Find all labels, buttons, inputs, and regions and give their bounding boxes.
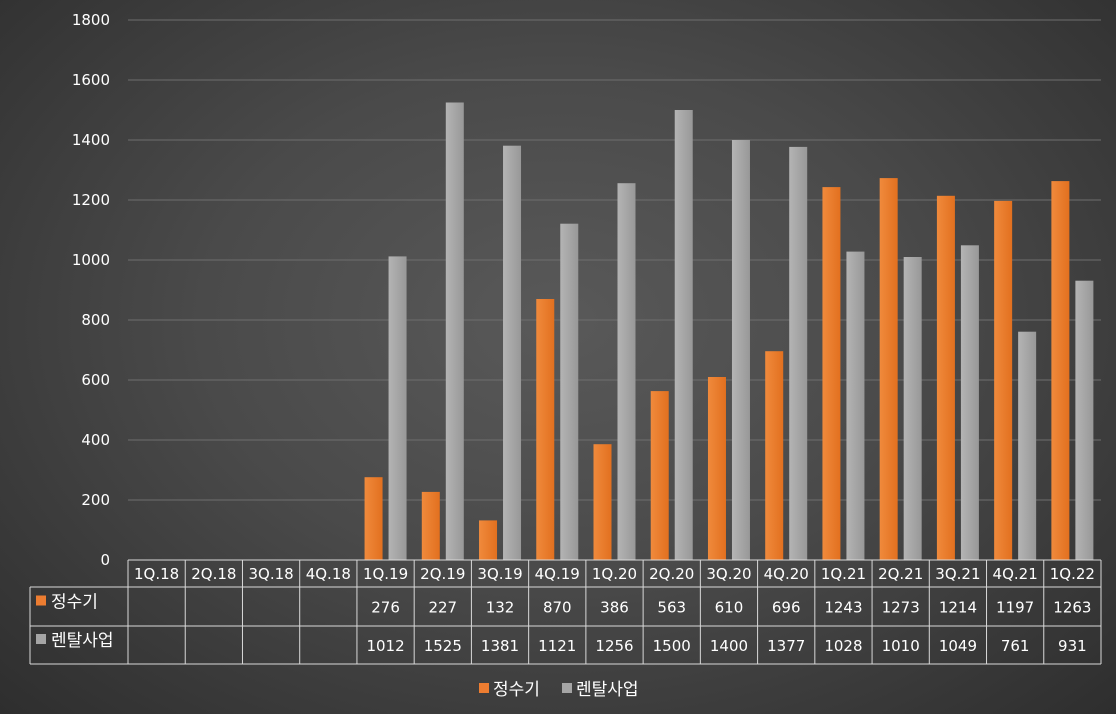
y-tick-label: 1200 [72,191,110,209]
table-cell-value: 132 [486,599,515,617]
legend-label: 정수기 [493,680,540,700]
table-cell-value: 1214 [939,599,977,617]
bar-series-2 [846,251,865,560]
x-category-label: 2Q.18 [191,565,236,583]
legend-key [562,683,572,693]
x-category-label: 2Q.21 [878,565,923,583]
x-category-label: 1Q.18 [134,565,179,583]
x-category-label: 2Q.19 [420,565,465,583]
table-cell-value: 1400 [710,637,748,655]
y-tick-label: 1600 [72,71,110,89]
table-cell-value: 1010 [882,637,920,655]
bar-series-1 [707,377,726,560]
bar-series-1 [536,299,555,560]
bar-series-2 [903,257,922,560]
x-category-label: 4Q.20 [764,565,809,583]
x-category-label: 3Q.20 [706,565,751,583]
x-category-label: 1Q.20 [592,565,637,583]
x-category-label: 2Q.20 [649,565,694,583]
bar-series-1 [650,391,669,560]
bar-series-1 [765,351,784,560]
x-category-label: 3Q.21 [935,565,980,583]
legend-label: 렌탈사업 [576,680,639,700]
bar-series-1 [994,200,1013,560]
table-cell-value: 1197 [996,599,1034,617]
row-legend-key [36,634,46,644]
table-cell-value: 227 [428,599,457,617]
table-cell-value: 563 [657,599,686,617]
bar-series-2 [503,145,522,560]
bar-series-2 [789,146,808,560]
y-tick-label: 1000 [72,251,110,269]
table-cell-value: 1377 [767,637,805,655]
x-category-label: 1Q.22 [1050,565,1095,583]
table-cell-value: 1525 [424,637,462,655]
bar-series-2 [560,223,579,560]
table-cell-value: 696 [772,599,801,617]
table-cell-value: 386 [600,599,629,617]
bar-series-2 [1018,331,1037,560]
y-axis-ticks: 0 200 400 600 800 1000 1200 1400 1600 1800 [72,11,110,569]
bar-series-1 [1051,181,1070,560]
table-row-label: 렌탈사업 [51,631,114,651]
y-tick-label: 1800 [72,11,110,29]
bar-series-2 [388,256,407,560]
table-cell-value: 1049 [939,637,977,655]
x-category-label: 1Q.19 [363,565,408,583]
bar-series-2 [674,110,693,560]
bar-series-1 [421,491,440,560]
x-category-label: 1Q.21 [821,565,866,583]
table-cell-value: 1121 [538,637,576,655]
gridlines [128,19,1101,501]
bar-series-1 [879,178,898,560]
table-cell-value: 1381 [481,637,519,655]
bar-series-1 [936,195,955,561]
table-cell-value: 1012 [366,637,404,655]
bar-series-2 [731,140,750,560]
table-cell-value: 761 [1001,637,1030,655]
table-cell-value: 1263 [1053,599,1091,617]
table-cell-value: 1500 [653,637,691,655]
bar-series-1 [364,477,383,560]
x-category-label: 4Q.21 [993,565,1038,583]
legend-key [479,683,489,693]
table-cell-value: 1028 [824,637,862,655]
table-cell-value: 1243 [824,599,862,617]
table-cell-value: 276 [371,599,400,617]
table-cell-value: 870 [543,599,572,617]
row-legend-key [36,595,46,606]
bar-series-2 [445,102,464,560]
bar-series-2 [617,183,636,560]
data-table: 1Q.18 2Q.18 3Q.18 4Q.18 1Q.19 2Q.19 3Q.19 4Q.19… [29,559,1102,665]
x-category-label: 4Q.18 [306,565,351,583]
bar-series-1 [593,444,612,560]
table-row-label: 정수기 [51,593,98,613]
y-tick-label: 0 [100,551,110,569]
table-cell-value: 610 [715,599,744,617]
bar-series-1 [822,187,841,560]
table-cell-value: 931 [1058,637,1087,655]
x-category-label: 3Q.19 [477,565,522,583]
y-tick-label: 800 [81,311,110,329]
y-tick-label: 600 [81,371,110,389]
table-cell-value: 1256 [595,637,633,655]
bar-series-2 [1075,280,1094,560]
bar-series-2 [960,245,979,561]
legend: 정수기 렌탈사업 [479,680,639,700]
y-tick-label: 400 [81,431,110,449]
y-tick-label: 1400 [72,131,110,149]
bars [364,102,1094,561]
y-tick-label: 200 [81,491,110,509]
table-cell-value: 1273 [882,599,920,617]
x-category-label: 3Q.18 [248,565,293,583]
bar-series-1 [479,520,498,560]
x-category-label: 4Q.19 [535,565,580,583]
